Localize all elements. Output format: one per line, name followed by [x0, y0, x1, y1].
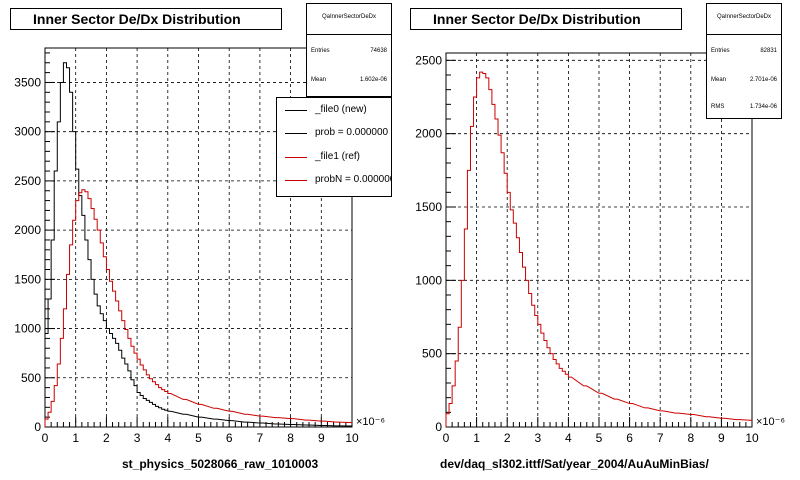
legend-label-file1: _file1 (ref)	[315, 151, 361, 162]
left-y-tick-label: 500	[21, 371, 41, 385]
legend-swatch-probn	[285, 180, 307, 181]
left-y-tick-label: 3500	[14, 75, 41, 89]
left-x-tick-label: 9	[318, 431, 325, 445]
right-stats-entries-label: Entries	[711, 48, 730, 54]
right-y-tick-label: 2500	[415, 53, 442, 67]
left-stats-entries-value: 74638	[370, 48, 387, 54]
left-stats-title: QaInnerSectorDeDx	[321, 14, 377, 20]
right-stats-rms-value: 1.734e-06	[749, 104, 777, 110]
right-x-tick-label: 8	[687, 431, 694, 445]
left-stats-row-mean: Mean 1.602e-06	[311, 77, 387, 83]
right-x-tick-label: 3	[534, 431, 541, 445]
legend-swatch-file1	[285, 157, 307, 158]
right-plot-group: 0 1 2 3 4 5 6 7 8 9 10 0 500 1000 1500 2000 2500 ×10⁻⁶	[415, 52, 785, 445]
left-y-tick-label: 0	[34, 420, 41, 434]
legend-label-file0: _file0 (new)	[315, 104, 367, 115]
legend-entry-probn: probN = 0.000000	[277, 172, 392, 190]
left-x-tick-label: 1	[72, 431, 79, 445]
left-y-tick-label: 1000	[14, 322, 41, 336]
legend-entry-file0: _file0 (new)	[277, 102, 391, 120]
right-x-tick-label: 10	[745, 431, 759, 445]
left-x-tick-label: 7	[257, 431, 264, 445]
left-stats-box: QaInnerSectorDeDx Entries 74638 Mean 1.6…	[306, 3, 392, 97]
right-series-0-line	[445, 71, 753, 427]
right-y-tick-label: 1500	[415, 200, 442, 214]
right-stats-box: QaInnerSectorDeDx Entries 82831 Mean 2.7…	[706, 3, 782, 119]
right-x-tick-label: 6	[626, 431, 633, 445]
right-chart-title-text: Inner Sector De/Dx Distribution	[433, 11, 641, 27]
legend-entry-prob: prob = 0.000000	[277, 125, 391, 143]
left-x-exponent-label: ×10⁻⁶	[356, 416, 385, 428]
left-x-tick-label: 0	[42, 431, 49, 445]
left-x-tick-label: 3	[134, 431, 141, 445]
left-y-tick-label: 2500	[14, 174, 41, 188]
left-series-0-line	[44, 62, 353, 427]
right-x-tick-label: 1	[473, 431, 480, 445]
left-stats-mean-label: Mean	[311, 77, 327, 83]
left-chart-title-text: Inner Sector De/Dx Distribution	[33, 11, 241, 27]
left-x-tick-label: 10	[345, 431, 359, 445]
legend-label-prob: prob = 0.000000	[315, 127, 389, 138]
left-series-1-line	[44, 189, 353, 427]
right-x-tick-label: 0	[443, 431, 450, 445]
right-stats-divider	[707, 34, 781, 35]
left-x-tick-label: 5	[195, 431, 202, 445]
left-stats-divider	[307, 34, 391, 35]
left-x-tick-label: 6	[226, 431, 233, 445]
right-y-tick-label: 500	[422, 347, 442, 361]
right-x-caption: dev/daq_sl302.ittf/Sat/year_2004/AuAuMin…	[440, 457, 709, 471]
right-stats-row-entries: Entries 82831	[711, 48, 777, 54]
right-y-tick-label: 1000	[415, 273, 442, 287]
left-stats-entries-label: Entries	[311, 48, 330, 54]
left-x-tick-label: 4	[164, 431, 171, 445]
left-chart-title: Inner Sector De/Dx Distribution	[10, 8, 282, 30]
right-y-tick-label: 2000	[415, 127, 442, 141]
left-x-tick-label: 8	[287, 431, 294, 445]
legend-entry-file1: _file1 (ref)	[277, 149, 391, 167]
right-x-tick-label: 7	[657, 431, 664, 445]
legend-swatch-file0	[285, 110, 307, 111]
left-y-tick-label: 2000	[14, 223, 41, 237]
right-y-tick-label: 0	[435, 420, 442, 434]
left-y-tick-label: 1500	[14, 272, 41, 286]
right-x-tick-label: 4	[565, 431, 572, 445]
left-x-caption: st_physics_5028066_raw_1010003	[122, 457, 319, 471]
right-stats-mean-label: Mean	[711, 77, 727, 83]
right-x-exponent-label: ×10⁻⁶	[756, 416, 785, 428]
right-stats-row-mean: Mean 2.701e-06	[711, 77, 777, 83]
left-y-tick-label: 3000	[14, 125, 41, 139]
left-x-tick-label: 2	[103, 431, 110, 445]
right-stats-row-rms: RMS 1.734e-06	[711, 104, 777, 110]
left-stats-row-entries: Entries 74638	[311, 48, 387, 54]
right-stats-mean-value: 2.701e-06	[749, 77, 777, 83]
legend-swatch-prob	[285, 133, 307, 134]
right-stats-title: QaInnerSectorDeDx	[716, 14, 772, 20]
right-chart-title: Inner Sector De/Dx Distribution	[410, 8, 682, 30]
left-stats-mean-value: 1.602e-06	[359, 77, 387, 83]
right-x-tick-label: 2	[504, 431, 511, 445]
legend-label-probn: probN = 0.000000	[315, 174, 392, 185]
right-x-tick-label: 9	[718, 431, 725, 445]
right-stats-rms-label: RMS	[711, 104, 725, 110]
right-stats-entries-value: 82831	[760, 48, 777, 54]
right-x-tick-label: 5	[596, 431, 603, 445]
left-legend: _file0 (new) prob = 0.000000 _file1 (ref…	[276, 97, 392, 197]
